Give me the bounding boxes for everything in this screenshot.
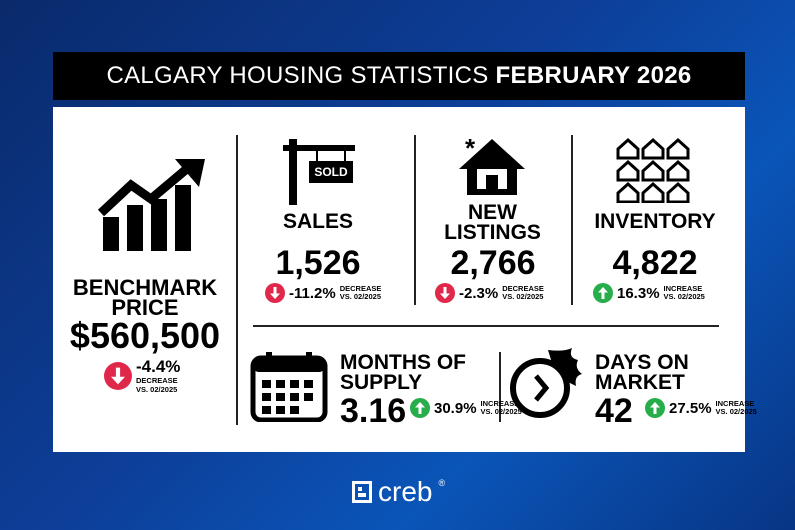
stat-label: SALES (282, 210, 353, 233)
logo-icon (352, 481, 372, 503)
house-icon: * (459, 135, 525, 195)
divider (414, 135, 416, 305)
change-row: 30.9% INCREASE VS. 02/2025 (410, 398, 522, 418)
svg-text:*: * (465, 135, 476, 163)
stat-label: BENCHMARK PRICE (72, 275, 218, 320)
calendar-icon (250, 352, 328, 422)
stat-label: INVENTORY (594, 210, 716, 233)
title-bar: CALGARY HOUSING STATISTICS FEBRUARY 2026 (53, 52, 745, 100)
change-row: -2.3% DECREASE VS. 02/2025 (435, 283, 544, 303)
direction: DECREASE (339, 283, 382, 293)
houses-icon (616, 137, 690, 203)
change: 30.9% (434, 399, 477, 417)
direction: INCREASE (480, 398, 520, 408)
period: FEBRUARY 2026 (495, 62, 692, 89)
change: -2.3% (459, 284, 499, 302)
comparison: VS. 02/2025 (663, 292, 705, 301)
clock-icon (510, 348, 582, 418)
stat-label: MONTHS OF SUPPLY (340, 351, 466, 394)
stat-value: 2,766 (450, 244, 536, 282)
sold-sign-icon: SOLD (283, 139, 355, 205)
comparison: VS. 02/2025 (480, 407, 522, 416)
direction: DECREASE (136, 376, 178, 385)
up-arrow (593, 283, 613, 303)
comparison: VS. 02/2025 (136, 384, 178, 394)
comparison: VS. 02/2025 (502, 292, 544, 301)
logo-mark: ® (438, 478, 446, 488)
down-arrow (265, 283, 285, 303)
title: CALGARY HOUSING STATISTICS (106, 62, 489, 89)
divider (236, 135, 238, 425)
change: 16.3% (617, 284, 660, 302)
change: -4.4% (136, 357, 181, 376)
change: 27.5% (669, 399, 712, 417)
stat-value: 1,526 (275, 244, 361, 282)
divider (253, 325, 719, 327)
comparison: VS. 02/2025 (339, 292, 381, 301)
growth-icon (97, 159, 205, 251)
comparison: VS. 02/2025 (715, 407, 757, 416)
up-arrow (645, 398, 665, 418)
stat-value: 4,822 (612, 244, 698, 282)
change-row: 27.5% INCREASE VS. 02/2025 (645, 398, 757, 418)
stat-label: DAYS ON MARKET (595, 351, 689, 394)
change: -11.2% (289, 284, 336, 302)
direction: INCREASE (715, 398, 755, 408)
down-arrow (104, 361, 132, 390)
up-arrow (410, 398, 430, 418)
stat-label: NEW LISTINGS (444, 201, 541, 244)
down-arrow (435, 283, 455, 303)
logo: creb ® (352, 478, 445, 506)
direction: DECREASE (502, 283, 544, 293)
stat-value: 42 (595, 392, 633, 430)
change-row: -4.4% DECREASE VS. 02/2025 (104, 357, 180, 394)
stat-value: 3.16 (340, 392, 407, 430)
stat-value: $560,500 (69, 315, 221, 356)
change-row: 16.3% INCREASE VS. 02/2025 (593, 283, 705, 303)
divider (499, 352, 501, 422)
change-row: -11.2% DECREASE VS. 02/2025 (265, 283, 381, 303)
sign-text: SOLD (314, 165, 348, 179)
divider (571, 135, 573, 305)
logo-text: creb (378, 476, 433, 507)
direction: INCREASE (663, 283, 703, 293)
